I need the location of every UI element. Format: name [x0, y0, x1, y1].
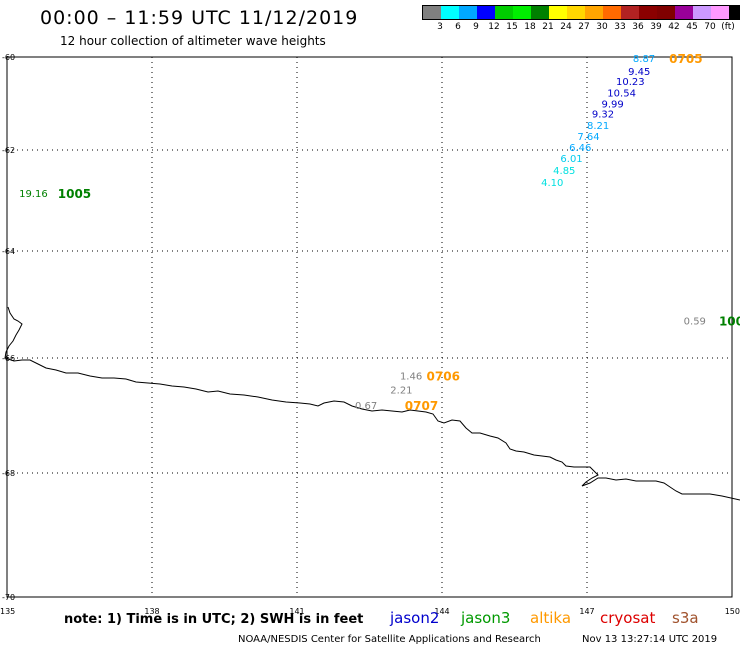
satellite-cryosat: cryosat — [600, 609, 656, 627]
latitude-tick-label: -64 — [2, 247, 15, 256]
wave-height-color-legend: 3 6 9 12 15 18 21 24 27 30 33 36 39 42 45 70 (ft) — [422, 5, 740, 32]
legend-swatch — [495, 6, 513, 19]
legend-label: 39 — [650, 22, 662, 32]
legend-label: 45 — [686, 22, 698, 32]
latitude-tick-label: -70 — [2, 593, 15, 602]
legend-swatch — [693, 6, 711, 19]
legend-swatch — [585, 6, 603, 19]
legend-swatch — [459, 6, 477, 19]
legend-swatch — [423, 6, 441, 19]
generation-timestamp: Nov 13 13:27:14 UTC 2019 — [582, 634, 718, 645]
legend-swatch — [729, 6, 740, 19]
legend-swatch — [639, 6, 657, 19]
longitude-tick-label: 135 — [0, 607, 15, 616]
pass-time-label: 0707 — [405, 399, 438, 413]
wave-height-value: 19.16 — [19, 189, 48, 200]
longitude-tick-label: 138 — [144, 607, 159, 616]
map-title: 00:00 – 11:59 UTC 11/12/2019 — [40, 7, 359, 29]
legend-label: 70 — [704, 22, 716, 32]
wave-height-value: 1.46 — [400, 371, 422, 382]
wave-height-value: 9.32 — [592, 110, 614, 121]
wave-height-value: 0.59 — [684, 317, 706, 328]
latitude-tick-label: -68 — [2, 469, 15, 478]
wave-height-value: 4.10 — [541, 178, 563, 189]
legend-color-bar — [422, 5, 740, 20]
legend-label: 42 — [668, 22, 680, 32]
legend-label: 9 — [473, 22, 479, 32]
longitude-tick-label: 141 — [289, 607, 304, 616]
legend-label: 36 — [632, 22, 644, 32]
longitude-tick-label: 150 — [725, 607, 740, 616]
pass-time-label: 100 — [719, 315, 740, 329]
legend-swatch — [531, 6, 549, 19]
map-subtitle: 12 hour collection of altimeter wave hei… — [60, 34, 326, 48]
axis-labels: -60 -62 -64 -66 -68 -70 135 138 141 144 147 150 — [0, 53, 740, 616]
satellite-altika: altika — [530, 609, 572, 627]
legend-label: 15 — [506, 22, 518, 32]
wave-height-value: 7.64 — [577, 132, 599, 143]
wave-height-value: 10.54 — [607, 88, 636, 99]
wave-height-value: 9.99 — [602, 100, 624, 111]
wave-height-value: 6.01 — [560, 154, 582, 165]
legend-label: 21 — [542, 22, 554, 32]
legend-swatch — [477, 6, 495, 19]
legend-swatch — [549, 6, 567, 19]
satellite-pass-labels: 0705 1005 100 0706 0707 — [58, 52, 740, 413]
legend-label: 6 — [455, 22, 461, 32]
latitude-tick-label: -62 — [2, 146, 15, 155]
legend-swatch — [513, 6, 531, 19]
longitude-tick-label: 147 — [579, 607, 594, 616]
pass-time-label: 0705 — [669, 52, 702, 66]
wave-height-value: 8.87 — [633, 54, 655, 65]
antarctic-coastline — [4, 306, 740, 501]
wave-height-observations: 8.87 9.4510.2310.549.999.328.217.646.466.… — [19, 54, 706, 412]
satellite-jason2: jason2 — [390, 609, 440, 627]
legend-label: 12 — [488, 22, 500, 32]
latitude-tick-label: -60 — [2, 53, 15, 62]
wave-height-value: 10.23 — [616, 77, 645, 88]
legend-label: 18 — [524, 22, 536, 32]
legend-label: 33 — [614, 22, 626, 32]
legend-label: 3 — [437, 22, 443, 32]
legend-label: (ft) — [721, 22, 735, 32]
wave-height-value: 6.46 — [569, 143, 591, 154]
pass-time-label: 1005 — [58, 187, 91, 201]
legend-swatch — [603, 6, 621, 19]
credit-line: NOAA/NESDIS Center for Satellite Applica… — [238, 634, 541, 645]
lat-lon-grid — [6, 56, 733, 598]
longitude-tick-label: 144 — [434, 607, 449, 616]
legend-swatch — [621, 6, 639, 19]
pass-time-label: 0706 — [427, 369, 460, 383]
map-frame — [6, 56, 733, 598]
wave-height-value: 8.21 — [587, 121, 609, 132]
satellite-s3a: s3a — [672, 609, 699, 627]
legend-swatch — [441, 6, 459, 19]
legend-label: 30 — [596, 22, 608, 32]
wave-height-value: 9.45 — [628, 67, 650, 78]
legend-swatch — [675, 6, 693, 19]
wave-height-value: 4.85 — [553, 166, 575, 177]
legend-swatch — [711, 6, 729, 19]
legend-tick-labels: 3 6 9 12 15 18 21 24 27 30 33 36 39 42 45 70 (ft) — [422, 22, 740, 34]
wave-height-value: 0.67 — [355, 401, 377, 412]
legend-label: 24 — [560, 22, 572, 32]
legend-swatch — [567, 6, 585, 19]
satellite-jason3: jason3 — [461, 609, 511, 627]
units-note: note: 1) Time is in UTC; 2) SWH is in fe… — [64, 612, 364, 627]
latitude-tick-label: -66 — [2, 354, 15, 363]
legend-swatch — [657, 6, 675, 19]
wave-height-value: 2.21 — [390, 386, 412, 397]
legend-label: 27 — [578, 22, 590, 32]
